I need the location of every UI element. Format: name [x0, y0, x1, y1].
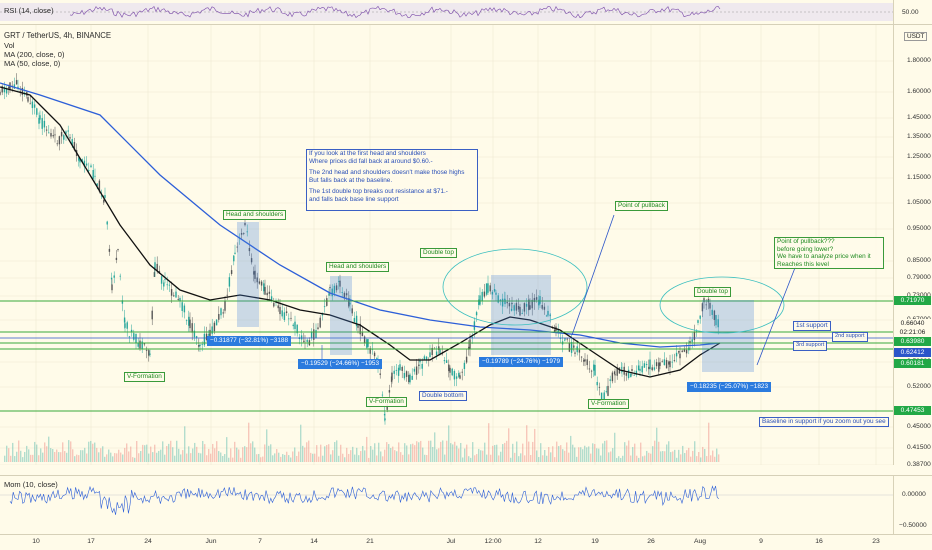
label-double-top-1[interactable]: Double top — [420, 248, 457, 258]
price-tick-label: 1.80000 — [907, 57, 931, 64]
symbol-title[interactable]: GRT / TetherUS, 4h, BINANCE — [4, 31, 111, 40]
time-axis-label: 9 — [759, 538, 763, 545]
mom-tick: −0.50000 — [899, 522, 927, 529]
legend-vol-text: Vol — [4, 41, 15, 50]
legend-ma200[interactable]: MA (200, close, 0) — [4, 50, 64, 59]
price-tick-label: 1.60000 — [907, 88, 931, 95]
time-axis-label: 12:00 — [484, 538, 502, 545]
price-tag: 0.60181 — [894, 359, 931, 368]
label-2nd-support[interactable]: 2nd support — [832, 332, 868, 342]
label-v-formation-1[interactable]: V-Formation — [124, 372, 165, 382]
label-head-shoulders-1[interactable]: Head and shoulders — [223, 210, 287, 220]
price-tag: 0.62412 — [894, 348, 931, 357]
price-tag: 0.71970 — [894, 296, 931, 305]
label-point-of-pullback[interactable]: Point of pullback — [615, 201, 668, 211]
momentum-pane[interactable]: Mom (10, close) — [0, 476, 893, 534]
label-double-bottom[interactable]: Double bottom — [419, 391, 467, 401]
pullback-line: We have to analyze price when it — [777, 253, 871, 261]
price-tick-label: 1.35000 — [907, 133, 931, 140]
time-axis-label: 17 — [87, 538, 95, 545]
price-tick-label: 1.15000 — [907, 174, 931, 181]
note-line: If you look at the first head and should… — [309, 150, 426, 157]
time-axis-label: 10 — [32, 538, 40, 545]
pane-divider — [0, 534, 932, 535]
time-axis-label: 21 — [366, 538, 374, 545]
price-tag: 0.66040 — [894, 319, 931, 328]
time-axis-label: 14 — [310, 538, 318, 545]
measure-label-3[interactable]: −0.19789 (−24.76%) −1979 — [479, 357, 563, 367]
label-baseline[interactable]: Baseline in support if you zoom out you … — [759, 417, 889, 427]
label-v-formation-3[interactable]: V-Formation — [588, 399, 629, 409]
measure-label-2[interactable]: −0.19529 (−24.66%) −1953 — [298, 359, 382, 369]
price-tag: 0.47453 — [894, 406, 931, 415]
analysis-note[interactable]: If you look at the first head and should… — [306, 149, 478, 211]
rsi-legend[interactable]: RSI (14, close) — [4, 6, 54, 15]
price-tick-label: 1.45000 — [907, 114, 931, 121]
price-tick-label: 0.73000 — [907, 292, 931, 299]
rsi-level-label: 50.00 — [902, 9, 919, 16]
rsi-pane[interactable]: RSI (14, close) — [0, 0, 893, 24]
momentum-plot — [0, 485, 893, 515]
time-axis-label: 26 — [647, 538, 655, 545]
note-line: and falls back base line support — [309, 195, 399, 203]
time-axis-label: 16 — [815, 538, 823, 545]
rsi-plot — [0, 3, 893, 21]
measure-label-1[interactable]: −0.31877 (−32.81%) −3188 — [207, 336, 291, 346]
pullback-line: Reaches this level — [777, 260, 829, 268]
time-axis-label: 19 — [591, 538, 599, 545]
rsi-axis: 50.00 — [893, 0, 932, 24]
label-head-shoulders-2[interactable]: Head and shoulders — [326, 262, 390, 272]
currency-button[interactable]: USDT — [904, 32, 928, 41]
momentum-axis: 0.00000 −0.50000 — [893, 476, 932, 534]
time-axis-label: 23 — [872, 538, 880, 545]
price-tick-label: 0.95000 — [907, 225, 931, 232]
label-1st-support[interactable]: 1st support — [793, 321, 831, 331]
price-tick-label: 1.05000 — [907, 199, 931, 206]
label-pullback-question[interactable]: Point of pullback??? before going lower?… — [774, 237, 884, 270]
symbol-title-text: GRT / TetherUS, 4h, BINANCE — [4, 31, 112, 40]
label-3rd-support[interactable]: 3rd support — [793, 341, 828, 351]
mom-legend-text: Mom (10, close) — [4, 480, 58, 489]
time-axis-label: 24 — [144, 538, 152, 545]
mom-tick: 0.00000 — [902, 491, 926, 498]
price-tick-label: 0.45000 — [907, 423, 931, 430]
legend-vol[interactable]: Vol — [4, 41, 14, 50]
time-axis-label: Aug — [693, 538, 707, 545]
price-tick-label: 0.38700 — [907, 461, 931, 468]
time-axis-label: Jul — [446, 538, 456, 545]
pullback-line: Point of pullback??? — [777, 238, 835, 245]
time-axis-label: 7 — [258, 538, 262, 545]
pane-divider[interactable] — [0, 475, 932, 476]
pane-divider[interactable] — [0, 24, 932, 25]
measure-label-4[interactable]: −0.18235 (−25.07%) −1823 — [687, 382, 771, 392]
legend-ma50[interactable]: MA (50, close, 0) — [4, 59, 60, 68]
price-tick-label: 1.25000 — [907, 153, 931, 160]
label-double-top-2[interactable]: Double top — [694, 287, 731, 297]
price-tick-label: 0.79000 — [907, 274, 931, 281]
note-line: The 1st double top breaks out resistance… — [309, 188, 448, 196]
rsi-legend-text: RSI (14, close) — [4, 6, 54, 15]
price-tick-label: 0.52000 — [907, 383, 931, 390]
price-axis[interactable]: USDT — [893, 25, 932, 465]
time-axis-label: Jun — [205, 538, 217, 545]
note-line: The 2nd head and shoulders doesn't make … — [309, 169, 465, 177]
price-tag: 02:21:06 — [894, 328, 931, 337]
note-line: Where prices did fall back at around $0.… — [309, 157, 433, 165]
pullback-line: before going lower? — [777, 245, 834, 253]
legend-ma50-text: MA (50, close, 0) — [4, 59, 61, 68]
price-pane[interactable]: GRT / TetherUS, 4h, BINANCE Vol MA (200,… — [0, 25, 893, 465]
label-v-formation-2[interactable]: V-Formation — [366, 397, 407, 407]
price-tick-label: 0.85000 — [907, 257, 931, 264]
price-tick-label: 0.41500 — [907, 444, 931, 451]
legend-ma200-text: MA (200, close, 0) — [4, 50, 65, 59]
price-tag: 0.63980 — [894, 337, 931, 346]
note-line: But falls back at the baseline. — [309, 176, 393, 184]
mom-legend[interactable]: Mom (10, close) — [4, 480, 58, 489]
time-axis-label: 12 — [534, 538, 542, 545]
